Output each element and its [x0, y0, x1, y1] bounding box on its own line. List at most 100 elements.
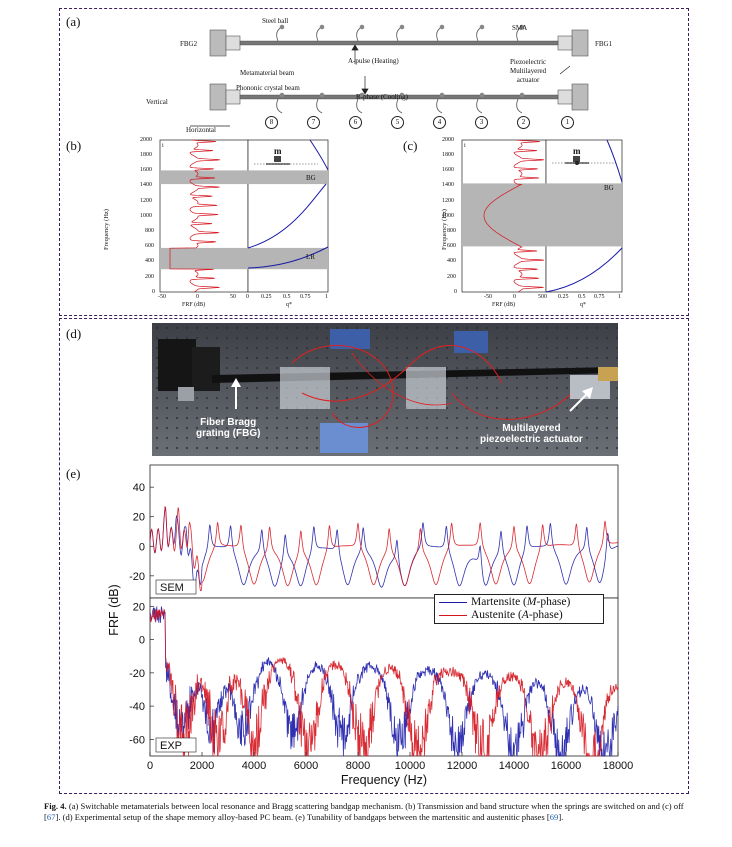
panel-tag-box — [155, 737, 197, 753]
frame-panels-abc — [59, 8, 689, 316]
position-marker: 7 — [307, 116, 320, 129]
panel-a-letter: (a) — [66, 14, 81, 29]
clamp-right-bottom — [557, 83, 589, 111]
photo-label-piezo-line2: piezoelectric actuator — [480, 434, 583, 445]
legend-label-austenite-end: -phase) — [528, 609, 563, 621]
panel-c-band-xlabel: q* — [580, 302, 586, 308]
label-steel-ball: Steel ball — [262, 17, 289, 25]
panel-b-ytick: 1200 — [140, 198, 152, 204]
caption-ref-69[interactable]: 69 — [549, 812, 559, 822]
caption-ref-67[interactable]: 67 — [46, 812, 56, 822]
position-marker: 6 — [349, 116, 362, 129]
panel-b-letter: (b) — [66, 138, 82, 153]
chart-legend: Martensite (M-phase) Austenite (A-phase) — [434, 594, 604, 624]
legend-label-martensite-symbol: M — [526, 596, 537, 608]
panel-c-ytick: 600 — [447, 243, 456, 249]
panel-c-band-xtick: 0.5 — [578, 294, 586, 300]
panel-d-letter: (d) — [66, 326, 82, 341]
panel-c-ytick: 1600 — [442, 167, 454, 173]
panel-e-letter: (e) — [66, 466, 81, 481]
panel-b-ytick: 1600 — [140, 167, 152, 173]
y-tick-label: -20 — [129, 571, 145, 583]
resonators-top — [276, 26, 523, 42]
panel-b-band-xtick: 0.25 — [261, 294, 272, 300]
position-marker: 2 — [517, 116, 530, 129]
x-tick-label: 4000 — [242, 760, 266, 772]
panel-c-mass-label: m — [573, 146, 581, 156]
x-tick-label: 16000 — [551, 760, 582, 772]
label-piezo: Piezoelectric Multilayered actuator — [510, 58, 547, 84]
clamp-left-bottom — [209, 83, 241, 111]
panel-b-frf-xtick: 50 — [230, 294, 236, 300]
label-a-pulse: A-pulse (Heating) — [348, 57, 399, 65]
position-marker: 5 — [391, 116, 404, 129]
frame-panels-de — [59, 318, 689, 794]
panel-c-ytick: 200 — [447, 274, 456, 280]
position-marker: 3 — [475, 116, 488, 129]
photo-label-fbg: Fiber Bragg grating (FBG) — [196, 417, 260, 439]
panel-b-ytick: 400 — [145, 258, 154, 264]
legend-swatch-martensite — [439, 601, 467, 603]
panel-c-band-xtick: 0.75 — [594, 294, 605, 300]
caption-text-2: ]. (d) Experimental setup of the shape m… — [55, 812, 550, 822]
panel-b-ytick: 1400 — [140, 182, 152, 188]
x-tick-label: 6000 — [294, 760, 318, 772]
panel-tag-box — [155, 579, 197, 595]
y-tick-label: 0 — [139, 541, 145, 553]
panel-a-schematic — [190, 24, 589, 127]
position-marker: 8 — [265, 116, 278, 129]
legend-label-austenite-symbol: A — [521, 609, 529, 621]
panel-b-frf-xtick: -50 — [158, 294, 166, 300]
series-line-austenite-sem — [149, 505, 618, 591]
x-tick-label: 10000 — [395, 760, 426, 772]
y-tick-label: -40 — [129, 701, 145, 713]
panel-c-mini-index: i — [464, 143, 466, 149]
clamp-right-top — [557, 29, 589, 57]
panel-c-frf-xtick: 0 — [513, 294, 516, 300]
y-tick-label: 20 — [133, 512, 145, 524]
clamp-left-top — [209, 29, 241, 57]
panel-b-band-xtick: 0.5 — [283, 294, 291, 300]
panel-b-bg-label: BG — [306, 174, 316, 182]
y-tick-label: -20 — [129, 668, 145, 680]
x-tick-label: 14000 — [499, 760, 530, 772]
panel-c-ytick: 0 — [454, 289, 457, 295]
legend-swatch-austenite — [439, 614, 467, 616]
legend-label-martensite: Martensite ( — [471, 596, 527, 608]
y-tick-label: 40 — [133, 482, 145, 494]
panel-c-frf-xlabel: FRF (dB) — [492, 302, 516, 308]
legend-item-austenite: Austenite (A-phase) — [439, 609, 563, 621]
panel-b-band-xtick: 0.75 — [300, 294, 311, 300]
panel-b-ytick: 1000 — [140, 213, 152, 219]
panel-c-ytick: 800 — [447, 228, 456, 234]
panel-b-ytick: 0 — [152, 289, 155, 295]
photo-label-piezo-line1: Multilayered — [502, 423, 561, 434]
label-vertical: Vertical — [146, 98, 168, 106]
panel-b-ytick: 800 — [145, 228, 154, 234]
y-tick-label: 0 — [139, 635, 145, 647]
y-tick-label: -60 — [129, 734, 145, 746]
panel-c-bg-label: BG — [604, 184, 614, 192]
position-marker: 4 — [433, 116, 446, 129]
x-tick-label: 8000 — [346, 760, 370, 772]
photo-label-fbg-line1: Fiber Bragg — [200, 417, 257, 428]
photo-label-piezo: Multilayered piezoelectric actuator — [480, 423, 583, 445]
panel-c-ytick: 1000 — [442, 213, 454, 219]
panel-tag-sem: SEM — [160, 582, 184, 594]
experimental-setup-photo: Fiber Bragg grating (FBG) Multilayered p… — [152, 323, 618, 456]
panel-c-frf-xtick: 50 — [538, 294, 544, 300]
label-fbg1: FBG1 — [595, 40, 613, 48]
panel-b-band-xtick: 0 — [246, 294, 249, 300]
panel-c-letter: (c) — [403, 138, 418, 153]
x-axis-label: Frequency (Hz) — [341, 773, 427, 787]
caption-text-3: ]. — [558, 812, 564, 822]
panel-b-ytick: 2000 — [140, 137, 152, 143]
panel-b-ytick: 200 — [145, 274, 154, 280]
label-metamaterial-beam: Metamaterial beam — [240, 69, 295, 77]
panel-c-ytick: 1200 — [442, 198, 454, 204]
panel-b-frf-xlabel: FRF (dB) — [182, 302, 206, 308]
panel-b-ytick: 1800 — [140, 152, 152, 158]
legend-label-austenite: Austenite ( — [471, 609, 522, 621]
label-r-phase: R-phase (Cooling) — [356, 93, 408, 101]
panel-b-plot — [159, 139, 329, 293]
